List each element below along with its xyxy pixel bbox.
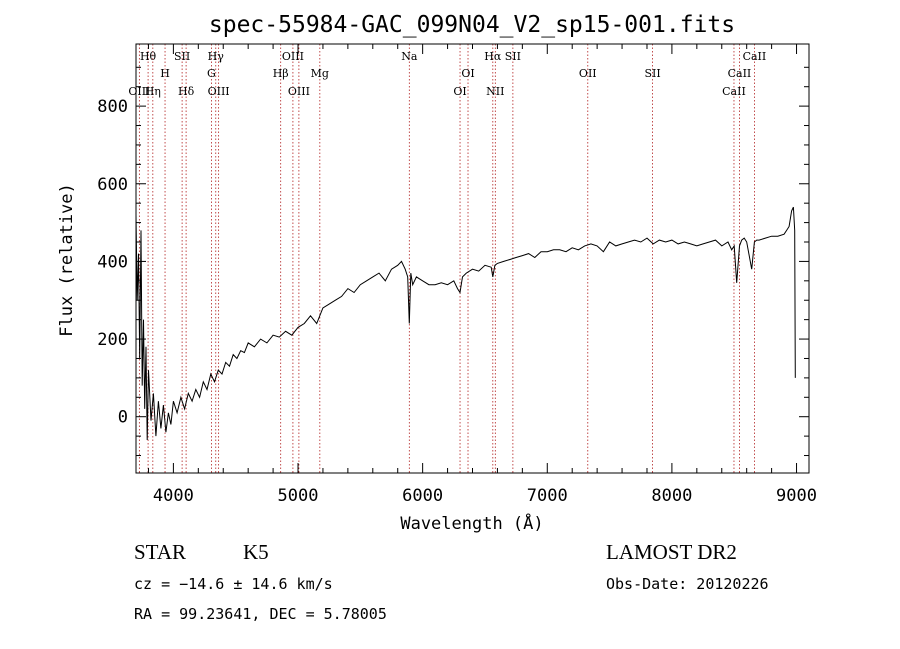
spectral-line-label: Hθ xyxy=(140,50,157,63)
plot-frame xyxy=(135,43,810,474)
y-tick-label: 400 xyxy=(97,252,128,272)
spectral-line-label: Hη xyxy=(145,85,161,98)
spectral-line-label: CaII xyxy=(743,50,767,63)
x-tick-label: 5000 xyxy=(278,486,319,506)
y-tick-label: 200 xyxy=(97,330,128,350)
y-tick-label: 800 xyxy=(97,97,128,117)
spectral-line-label: Na xyxy=(401,50,418,63)
obs-date: Obs-Date: 20120226 xyxy=(606,575,769,593)
x-tick-label: 9000 xyxy=(776,486,817,506)
x-axis-label: Wavelength (Å) xyxy=(400,512,543,534)
x-tick-labels: 4000 5000 6000 7000 8000 9000 xyxy=(153,486,817,506)
spectral-line-label: SII xyxy=(644,67,660,80)
survey-name: LAMOST DR2 xyxy=(606,540,737,564)
y-tick-label: 600 xyxy=(97,175,128,195)
spectral-line-label: Mg xyxy=(311,67,329,80)
y-tick-labels: 0 200 400 600 800 xyxy=(97,97,128,428)
x-tick-label: 6000 xyxy=(402,486,443,506)
spectral-line-label: G xyxy=(207,67,216,80)
spectral-line-label: H xyxy=(160,67,170,80)
spectral-line-label: CaII xyxy=(728,67,752,80)
spectral-line-markers xyxy=(138,44,755,473)
spectral-line-label: SII xyxy=(505,50,521,63)
spectral-line-label: Hγ xyxy=(208,50,225,63)
chart-title: spec-55984-GAC_099N04_V2_sp15-001.fits xyxy=(209,12,735,38)
spectral-line-label: NII xyxy=(486,85,504,98)
spectral-line-label: OIII xyxy=(128,85,150,98)
spectral-line-label: OIII xyxy=(288,85,310,98)
spectral-line-label: OIII xyxy=(282,50,304,63)
spectral-line-labels: HθOIIIHηHSIIHδHγGOIIIOIIIHβOIIIMgNaOIOIH… xyxy=(128,50,766,98)
object-subclass: K5 xyxy=(243,540,269,564)
spectral-line-label: SII xyxy=(174,50,190,63)
spectrum-line xyxy=(135,206,796,441)
spectral-line-label: CaII xyxy=(722,85,746,98)
spectral-line-label: Hα xyxy=(484,50,502,63)
y-tick-label: 0 xyxy=(118,408,128,428)
spectral-line-label: Hβ xyxy=(273,67,289,80)
x-tick-label: 7000 xyxy=(527,486,568,506)
x-tick-label: 8000 xyxy=(651,486,692,506)
coordinates-text: RA = 99.23641, DEC = 5.78005 xyxy=(134,605,387,623)
object-class: STAR xyxy=(134,540,186,564)
x-tick-label: 4000 xyxy=(153,486,194,506)
spectral-line-label: Hδ xyxy=(178,85,195,98)
axis-ticks xyxy=(136,44,809,473)
y-axis-label: Flux (relative) xyxy=(57,183,77,337)
spectral-line-label: OIII xyxy=(208,85,230,98)
redshift-text: cz = −14.6 ± 14.6 km/s xyxy=(134,575,333,593)
spectral-line-label: OI xyxy=(453,85,466,98)
spectral-line-label: OII xyxy=(579,67,597,80)
spectral-line-label: OI xyxy=(461,67,474,80)
